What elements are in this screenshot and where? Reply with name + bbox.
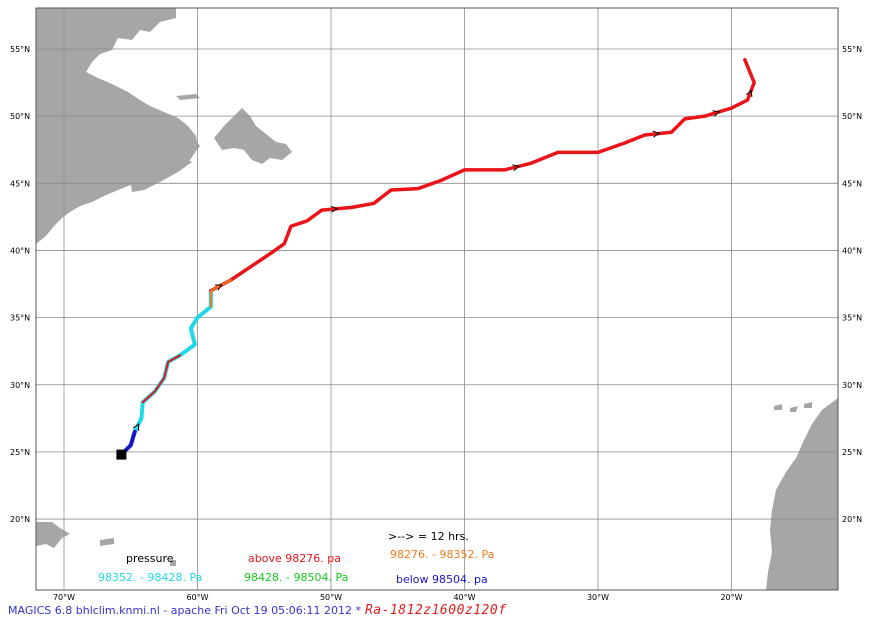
lat-tick-left: 40°N: [10, 246, 30, 255]
lon-tick: 20°W: [720, 593, 742, 602]
land-lesser-antilles: [170, 560, 176, 566]
land-canary-1: [774, 404, 782, 410]
track-above: [209, 57, 756, 293]
tick-labels: 55°N 55°N 50°N 50°N 45°N 45°N 40°N 40°N 35°N 35°N…: [10, 45, 862, 602]
lat-tick-left: 35°N: [10, 314, 30, 323]
land-north-america: [36, 8, 198, 244]
land-canary-3: [804, 402, 812, 408]
lat-tick-left: 20°N: [10, 515, 30, 524]
land-canary-2: [790, 406, 798, 412]
track-direction-arrow: [330, 205, 339, 213]
legend-below: below 98504. pa: [396, 573, 488, 586]
map-frame: [35, 7, 839, 591]
legend-interval: >--> = 12 hrs.: [388, 530, 469, 543]
land-puerto-rico: [100, 538, 114, 546]
pressure-legend: >--> = 12 hrs. pressure above 98276. pa …: [98, 530, 494, 586]
legend-title: pressure: [126, 552, 174, 565]
lat-tick-left: 50°N: [10, 112, 30, 121]
land-pei: [148, 136, 170, 146]
footer: MAGICS 6.8 bhlclim.knmi.nl - apache Fri …: [8, 603, 507, 618]
legend-band1: 98276. - 98352. Pa: [390, 548, 494, 561]
lat-tick-left: 55°N: [10, 45, 30, 54]
lat-tick-right: 35°N: [842, 314, 862, 323]
land-caribbean: [36, 522, 70, 548]
lat-tick-right: 30°N: [842, 381, 862, 390]
track-direction-arrow: [712, 110, 721, 117]
lat-tick-right: 20°N: [842, 515, 862, 524]
lat-tick-left: 30°N: [10, 381, 30, 390]
track-direction-arrow: [512, 164, 520, 172]
lat-tick-right: 25°N: [842, 448, 862, 457]
track-start-marker: [116, 449, 127, 460]
track-direction-arrow: [652, 130, 661, 138]
footer-text: MAGICS 6.8 bhlclim.knmi.nl - apache Fri …: [8, 604, 361, 617]
legend-above: above 98276. pa: [248, 552, 341, 565]
lat-tick-right: 55°N: [842, 45, 862, 54]
lat-tick-left: 25°N: [10, 448, 30, 457]
track-direction-arrow: [215, 284, 223, 291]
legend-band2: 98428. - 98504. Pa: [244, 571, 348, 584]
track-direction-arrow: [132, 423, 140, 431]
lat-tick-right: 50°N: [842, 112, 862, 121]
land-cape-breton: [178, 136, 200, 156]
lat-tick-right: 40°N: [842, 246, 862, 255]
track-band1-join: [209, 278, 232, 308]
lat-tick-left: 45°N: [10, 179, 30, 188]
run-id: Ra-1812z1600z120f: [364, 603, 507, 618]
lon-tick: 40°W: [453, 593, 475, 602]
track-direction-arrow: [745, 89, 753, 98]
land-africa: [766, 398, 838, 590]
land-masses: [36, 8, 838, 590]
lon-tick: 30°W: [587, 593, 609, 602]
lon-tick: 60°W: [186, 593, 208, 602]
legend-band3: 98352. - 98428. Pa: [98, 571, 202, 584]
track-above-early: [141, 354, 182, 404]
land-anticosti: [176, 94, 200, 100]
lon-tick: 50°W: [320, 593, 342, 602]
land-newfoundland: [214, 108, 292, 164]
lon-tick: 70°W: [53, 593, 75, 602]
storm-track: [116, 57, 756, 460]
lat-tick-right: 45°N: [842, 179, 862, 188]
